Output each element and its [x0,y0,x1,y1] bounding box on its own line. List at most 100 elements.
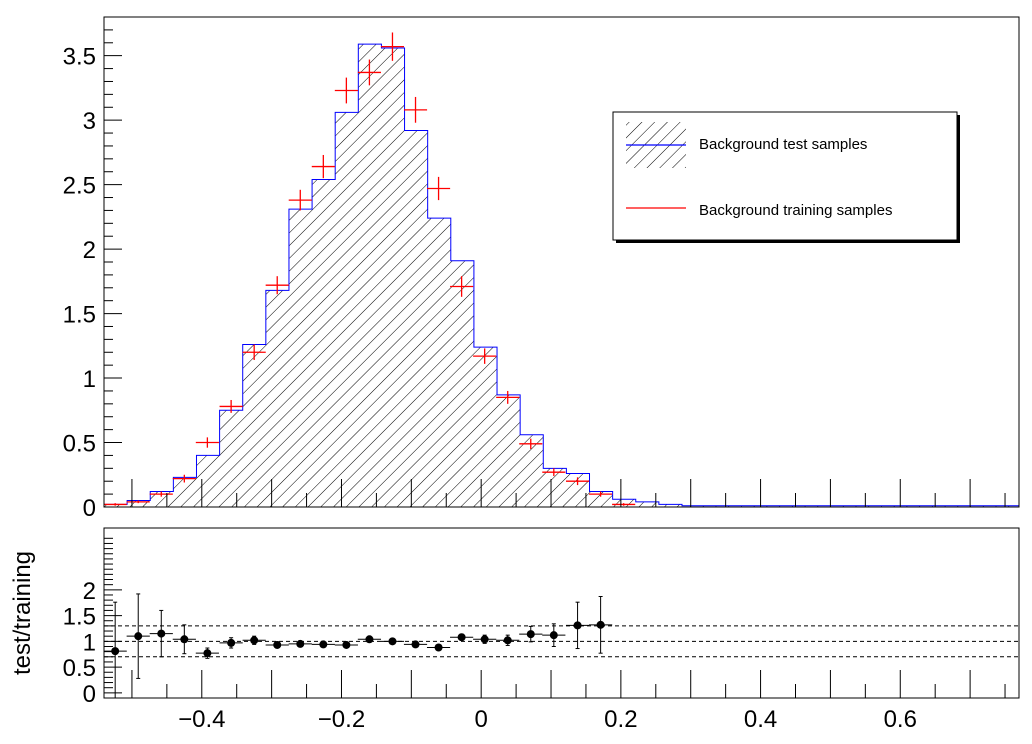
ratio-y-tick-label: 1.5 [63,604,96,631]
training-point [172,474,196,483]
upper-axes: 0 0.5 1 1.5 2 2.5 3 3.5 [63,16,1006,522]
ratio-point [195,647,219,659]
legend-test-label: Background test samples [699,136,867,153]
x-tick-label: 0.6 [884,706,917,733]
training-point [427,176,451,201]
training-point [519,438,543,449]
ratio-point [519,625,543,643]
ratio-marker [388,637,397,646]
ratio-marker [480,635,489,644]
ratio-marker [319,640,328,649]
training-point [380,32,405,61]
ratio-marker [434,643,443,652]
training-point [242,344,266,360]
training-point [195,437,219,448]
training-points [104,32,636,506]
training-point [473,348,497,364]
ratio-marker [342,640,351,649]
legend-training-label: Background training samples [699,202,892,219]
ratio-marker [411,640,420,649]
ratio-y-tick-label: 2 [83,578,96,605]
ratio-marker [573,621,582,630]
legend: Background test samples Background train… [612,111,960,243]
ratio-point [311,640,335,649]
ratio-point [542,623,566,647]
training-point [496,390,520,404]
ratio-point [242,635,266,645]
ratio-y-tick-label: 0 [83,681,96,708]
y-tick-label: 1.5 [63,302,96,329]
upper-panel: 0 0.5 1 1.5 2 2.5 3 3.5 [63,16,1020,522]
x-tick-label: 0.2 [604,706,637,733]
ratio-point [589,596,613,654]
ratio-point [334,640,358,649]
ratio-marker [549,631,558,640]
training-point [104,503,127,506]
training-point [334,77,358,104]
training-point [149,491,173,497]
training-point [450,276,474,297]
training-point [566,477,590,486]
ratio-marker [457,633,466,642]
training-point [126,500,150,504]
y-tick-label: 0.5 [63,431,96,458]
x-tick-label: 0.4 [744,706,777,733]
ratio-marker [157,629,166,638]
ratio-point [426,643,451,652]
ratio-point [403,640,428,649]
training-point [311,154,335,179]
ratio-point [172,624,196,655]
ratio-point [496,634,520,646]
ratio-marker [526,630,535,639]
reference-lines [104,625,1019,658]
ratio-points [104,593,613,698]
y-tick-label: 2 [83,237,96,264]
test-hist-fill [104,44,1019,507]
ratio-marker [227,638,236,647]
ratio-point [149,609,173,658]
lower-panel: −0.4 −0.2 0 0.2 0.4 0.600.511.52 test/trainin… [9,527,1020,733]
upper-frame [103,16,1020,508]
ratio-point [565,601,590,650]
ratio-marker [503,636,512,645]
lower-frame [103,527,1020,699]
lower-axes: −0.4 −0.2 0 0.2 0.4 0.600.511.52 [63,537,1006,733]
training-point [219,399,243,413]
ratio-marker [273,640,282,649]
training-point [357,59,381,86]
training-point [265,276,289,295]
ratio-marker [250,636,259,645]
training-point [542,468,566,477]
ratio-point [380,637,405,646]
y-tick-label: 3.5 [63,44,96,71]
ratio-point [473,634,497,644]
x-tick-label: −0.4 [178,706,225,733]
ratio-point [219,637,243,649]
ratio-marker [134,632,143,641]
y-tick-label: 3 [83,108,96,135]
x-tick-label: 0 [474,706,487,733]
ratio-point [265,640,289,649]
ratio-y-tick-label: 0.5 [63,655,96,682]
ratio-point [288,639,312,648]
ratio-marker [296,639,305,648]
ratio-point [450,633,474,642]
training-point [589,491,613,497]
ratio-marker [596,620,605,629]
ratio-point [104,601,127,698]
training-point [612,503,636,506]
training-point [403,96,428,123]
ratio-marker [365,635,374,644]
test-histogram [104,43,1019,507]
ratio-ylabel: test/training [9,551,36,675]
y-tick-label: 0 [83,495,96,522]
ratio-point [126,593,150,679]
ratio-point [357,635,382,644]
test-hist-outline [104,43,1019,507]
ratio-marker [203,649,212,658]
x-tick-label: −0.2 [318,706,365,733]
ratio-marker [111,647,120,656]
y-tick-label: 1 [83,366,96,393]
ratio-y-tick-label: 1 [83,629,96,656]
